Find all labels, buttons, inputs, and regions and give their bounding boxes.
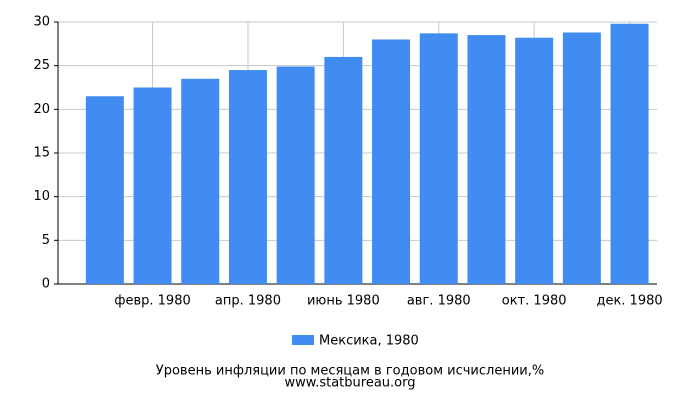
y-tick-label: 25 (33, 58, 50, 73)
x-tick-label: авг. 1980 (407, 294, 471, 309)
bar (228, 70, 267, 285)
bar (372, 39, 411, 284)
bar (562, 32, 601, 285)
y-tick-label: 5 (42, 233, 50, 248)
x-tick-label: апр. 1980 (215, 294, 281, 309)
x-tick-label: окт. 1980 (502, 294, 567, 309)
x-tick-label: дек. 1980 (596, 294, 662, 309)
bar (324, 56, 363, 284)
source: www.statbureau.org (285, 376, 416, 391)
y-tick-label: 0 (42, 277, 50, 292)
bar (515, 37, 554, 284)
y-tick-label: 10 (33, 189, 50, 204)
bar (85, 96, 124, 284)
bar (467, 35, 506, 284)
y-tick-label: 20 (33, 102, 50, 117)
bar (276, 66, 315, 284)
x-tick-label: февр. 1980 (114, 294, 190, 309)
legend-swatch (292, 335, 314, 345)
bar (133, 87, 172, 284)
bar (610, 23, 649, 284)
bar (419, 33, 458, 284)
chart-title: Уровень инфляции по месяцам в годовом ис… (156, 364, 544, 379)
legend-label: Мексика, 1980 (319, 334, 419, 349)
x-tick-label: июнь 1980 (307, 294, 380, 309)
bar (181, 78, 220, 285)
y-tick-label: 30 (33, 15, 50, 30)
y-tick-label: 15 (33, 146, 50, 161)
